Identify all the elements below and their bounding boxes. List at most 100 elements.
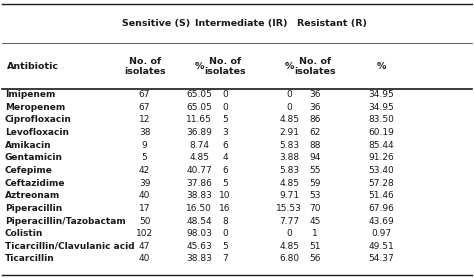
Text: 38.83: 38.83 [186,191,212,200]
Text: 65.05: 65.05 [186,103,212,112]
Text: 10: 10 [219,191,231,200]
Text: 0: 0 [222,90,228,99]
Text: Imipenem: Imipenem [5,90,55,99]
Text: 34.95: 34.95 [369,90,394,99]
Text: 51.46: 51.46 [369,191,394,200]
Text: 86: 86 [310,115,321,124]
Text: 3.88: 3.88 [279,153,299,162]
Text: 9.71: 9.71 [279,191,299,200]
Text: 6: 6 [222,166,228,175]
Text: 0: 0 [286,90,292,99]
Text: 57.28: 57.28 [369,178,394,188]
Text: 4.85: 4.85 [279,115,299,124]
Text: 38: 38 [139,128,150,137]
Text: 3: 3 [222,128,228,137]
Text: 5: 5 [142,153,147,162]
Text: 0.97: 0.97 [372,229,392,238]
Text: 7.77: 7.77 [279,217,299,225]
Text: 43.69: 43.69 [369,217,394,225]
Text: 37.86: 37.86 [186,178,212,188]
Text: 5: 5 [222,115,228,124]
Text: 17: 17 [139,204,150,213]
Text: 38.83: 38.83 [186,254,212,264]
Text: 65.05: 65.05 [186,90,212,99]
Text: 67: 67 [139,103,150,112]
Text: Sensitive (S): Sensitive (S) [122,19,191,28]
Text: 9: 9 [142,141,147,150]
Text: 45: 45 [310,217,321,225]
Text: 1: 1 [312,229,318,238]
Text: 51: 51 [310,242,321,251]
Text: 62: 62 [310,128,321,137]
Text: 40: 40 [139,191,150,200]
Text: 67: 67 [139,90,150,99]
Text: %: % [377,62,386,71]
Text: Ciprofloxacin: Ciprofloxacin [5,115,72,124]
Text: 0: 0 [222,103,228,112]
Text: 11.65: 11.65 [186,115,212,124]
Text: 39: 39 [139,178,150,188]
Text: 16.50: 16.50 [186,204,212,213]
Text: 5.83: 5.83 [279,141,299,150]
Text: 45.63: 45.63 [186,242,212,251]
Text: Ceftazidime: Ceftazidime [5,178,65,188]
Text: 98.03: 98.03 [186,229,212,238]
Text: 47: 47 [139,242,150,251]
Text: 4.85: 4.85 [189,153,209,162]
Text: 5: 5 [222,242,228,251]
Text: Resistant (R): Resistant (R) [297,19,367,28]
Text: 56: 56 [310,254,321,264]
Text: Cefepime: Cefepime [5,166,53,175]
Text: 12: 12 [139,115,150,124]
Text: 2.91: 2.91 [279,128,299,137]
Text: 36: 36 [310,103,321,112]
Text: 53.40: 53.40 [369,166,394,175]
Text: 0: 0 [222,229,228,238]
Text: Ticarcillin/Clavulanic acid: Ticarcillin/Clavulanic acid [5,242,134,251]
Text: 88: 88 [310,141,321,150]
Text: 67.96: 67.96 [369,204,394,213]
Text: 0: 0 [286,229,292,238]
Text: 6.80: 6.80 [279,254,299,264]
Text: 4: 4 [222,153,228,162]
Text: 59: 59 [310,178,321,188]
Text: Intermediate (IR): Intermediate (IR) [195,19,288,28]
Text: 4.85: 4.85 [279,242,299,251]
Text: Levofloxacin: Levofloxacin [5,128,69,137]
Text: 91.26: 91.26 [369,153,394,162]
Text: 40.77: 40.77 [186,166,212,175]
Text: 34.95: 34.95 [369,103,394,112]
Text: 60.19: 60.19 [369,128,394,137]
Text: 40: 40 [139,254,150,264]
Text: %: % [194,62,204,71]
Text: Amikacin: Amikacin [5,141,51,150]
Text: 15.53: 15.53 [276,204,302,213]
Text: 36.89: 36.89 [186,128,212,137]
Text: 5: 5 [222,178,228,188]
Text: 4.85: 4.85 [279,178,299,188]
Text: 8.74: 8.74 [189,141,209,150]
Text: Ticarcillin: Ticarcillin [5,254,55,264]
Text: 16: 16 [219,204,231,213]
Text: 49.51: 49.51 [369,242,394,251]
Text: 7: 7 [222,254,228,264]
Text: Gentamicin: Gentamicin [5,153,63,162]
Text: Piperacillin: Piperacillin [5,204,62,213]
Text: 83.50: 83.50 [369,115,394,124]
Text: 42: 42 [139,166,150,175]
Text: 5.83: 5.83 [279,166,299,175]
Text: Piperacillin/Tazobactam: Piperacillin/Tazobactam [5,217,126,225]
Text: 70: 70 [310,204,321,213]
Text: Antibiotic: Antibiotic [7,62,59,71]
Text: 102: 102 [136,229,153,238]
Text: 36: 36 [310,90,321,99]
Text: 48.54: 48.54 [186,217,212,225]
Text: 53: 53 [310,191,321,200]
Text: No. of
isolates: No. of isolates [124,57,165,76]
Text: %: % [284,62,294,71]
Text: 8: 8 [222,217,228,225]
Text: Meropenem: Meropenem [5,103,65,112]
Text: Aztreonam: Aztreonam [5,191,60,200]
Text: 54.37: 54.37 [369,254,394,264]
Text: 0: 0 [286,103,292,112]
